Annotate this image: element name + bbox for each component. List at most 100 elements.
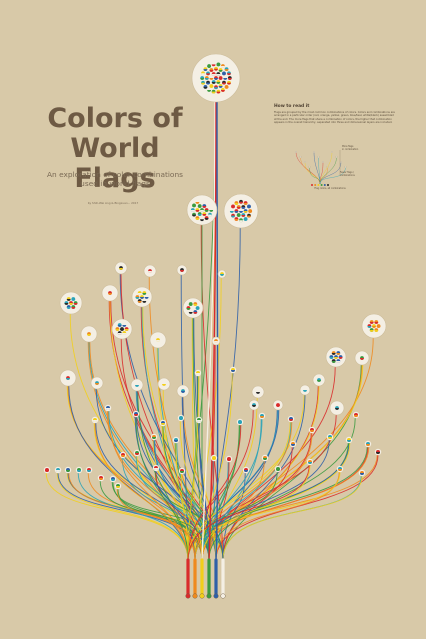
flag-dot-half <box>190 210 195 212</box>
flag-dot-half <box>369 329 374 332</box>
legend-mini-tree <box>295 150 347 186</box>
flag-node <box>54 466 62 474</box>
flag-node <box>274 465 282 473</box>
flag-dot-half <box>335 408 339 410</box>
flag-dot-half <box>376 452 380 454</box>
flag-node <box>194 369 202 377</box>
flag-node <box>119 451 127 459</box>
flag-cluster <box>90 376 104 390</box>
flag-dot-half <box>360 473 364 475</box>
flag-dot-half <box>236 214 241 217</box>
legend-node <box>317 156 320 158</box>
flag-dot-half <box>200 78 205 80</box>
flag-dot-half <box>211 91 216 94</box>
flag-cluster <box>59 291 83 315</box>
stem-line <box>215 454 379 561</box>
flag-dot-half <box>234 203 239 205</box>
legend-root-dot <box>314 184 317 186</box>
flag-node <box>159 419 167 427</box>
flag-node <box>352 411 360 419</box>
flag-dot-half <box>202 213 207 216</box>
legend-node <box>322 161 324 163</box>
legend-node <box>340 161 342 163</box>
flag-dot-half <box>317 380 321 382</box>
flag-dot-half <box>197 213 202 216</box>
flag-dot-half <box>218 78 223 80</box>
flag-dot-half <box>218 70 223 72</box>
flag-dot-half <box>192 214 196 217</box>
stem-line <box>117 488 210 561</box>
flag-dot-half <box>239 220 243 223</box>
flag-dot-half <box>229 211 234 213</box>
flag-node <box>374 448 382 456</box>
flag-dot-half <box>201 82 205 85</box>
flag-dot-half <box>117 325 122 327</box>
flag-dot-half <box>372 326 376 328</box>
flag-dot-half <box>64 303 69 305</box>
flag-dot-half <box>180 270 184 272</box>
poster-credit: by Shih-Wei Ang & Bingxuan... 2017 <box>87 201 139 205</box>
root-dot <box>199 593 205 599</box>
flag-dot-half <box>234 211 239 213</box>
flag-dot-half <box>200 210 204 212</box>
flag-dot-half <box>188 304 193 306</box>
flag-node <box>114 482 122 490</box>
flag-dot-half <box>122 332 127 335</box>
flag-dot-half <box>181 391 185 393</box>
flag-dot-half <box>197 206 202 208</box>
flag-dot-half <box>308 462 312 464</box>
flag-dot-half <box>201 73 205 76</box>
flag-dot-half <box>239 201 243 204</box>
flag-cluster-nodes <box>43 53 387 490</box>
stem-line <box>187 464 310 561</box>
flag-dot-half <box>338 469 342 471</box>
flag-dot-half <box>209 78 214 80</box>
flag-dot-half <box>66 470 70 472</box>
flag-dot-half <box>193 311 198 314</box>
flag-dot-half <box>186 308 191 310</box>
flag-dot-half <box>204 217 209 220</box>
flag-node <box>229 366 237 374</box>
legend-stem <box>309 166 321 185</box>
flag-cluster <box>176 384 190 398</box>
flag-cluster <box>157 377 171 391</box>
stem-line <box>135 416 189 561</box>
flag-dot-half <box>73 303 78 305</box>
legend-node <box>295 151 297 153</box>
stem-line <box>201 421 292 561</box>
flag-dot-half <box>212 458 216 460</box>
flag-node <box>85 466 93 474</box>
flag-node <box>132 410 140 418</box>
flag-cluster <box>361 313 387 339</box>
flag-dot-half <box>276 405 280 407</box>
flag-dot-half <box>354 415 358 417</box>
flag-dot-half <box>71 306 76 309</box>
flag-dot-half <box>134 414 138 416</box>
how-to-read-title: How to read it <box>274 104 310 109</box>
flag-cluster <box>272 399 284 411</box>
flag-cluster <box>80 325 98 343</box>
flag-dot-half <box>45 470 49 472</box>
poster-title: Colors of World Flags <box>47 103 183 194</box>
flag-dot-half <box>204 210 209 212</box>
stem-line <box>136 416 224 561</box>
stem-line <box>194 471 341 561</box>
flag-dot-half <box>231 370 235 372</box>
flag-dot-half <box>374 329 379 332</box>
flag-dot-half <box>206 82 210 85</box>
legend-node <box>304 161 306 163</box>
flag-cluster <box>191 53 241 103</box>
flag-dot-half <box>224 69 229 72</box>
flag-dot-half <box>214 87 218 90</box>
flag-dot-half <box>124 329 129 331</box>
flag-dot-half <box>252 405 256 407</box>
legend-bottom-label: Fewer flags / combinations <box>340 171 355 177</box>
flag-dot-half <box>220 274 224 276</box>
flag-dot-half <box>137 293 142 295</box>
flag-cluster <box>182 297 204 319</box>
flag-dot-half <box>214 68 218 71</box>
flag-dot-half <box>238 422 242 424</box>
stem-line <box>94 422 189 561</box>
flag-dot-half <box>119 268 123 270</box>
